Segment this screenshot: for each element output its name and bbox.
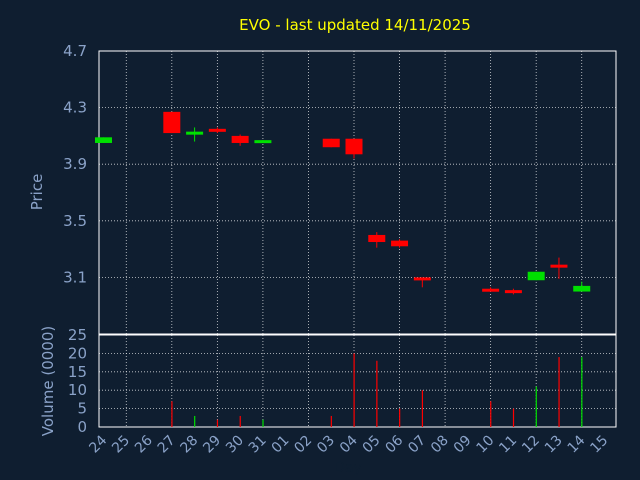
x-axis-label: Day: [334, 460, 362, 476]
candle-body: [231, 135, 249, 143]
candle-body: [482, 288, 500, 292]
price-tick-label: 3.5: [63, 212, 87, 230]
volume-tick-label: 10: [68, 381, 87, 399]
candle-body: [527, 271, 545, 281]
candle-body: [504, 290, 522, 294]
candle-body: [368, 234, 386, 243]
candle-body: [573, 285, 591, 292]
candle-body: [345, 138, 363, 155]
candle-body: [550, 264, 568, 268]
candle-body: [186, 131, 204, 135]
volume-bar: [330, 415, 332, 427]
volume-tick-label: 25: [68, 326, 87, 344]
price-tick-label: 3.9: [63, 155, 87, 173]
volume-tick-label: 20: [68, 344, 87, 362]
volume-tick-label: 15: [68, 363, 87, 381]
candle-body: [391, 240, 409, 247]
volume-bar: [581, 357, 583, 427]
volume-bar: [376, 360, 378, 427]
volume-bar: [490, 401, 492, 427]
candle-body: [95, 137, 112, 143]
x-axis: 2425262728293031010203040506070809101112…: [86, 432, 611, 456]
volume-bar: [194, 415, 196, 427]
volume-panel-frame: [98, 334, 617, 428]
candle-body: [322, 138, 340, 148]
volume-bar: [262, 419, 264, 427]
volume-tick-label: 5: [77, 400, 87, 418]
price-axis-label: Price: [28, 174, 46, 211]
volume-bar: [353, 353, 355, 427]
volume-tick-label: 0: [77, 418, 87, 436]
candle-body: [254, 140, 272, 144]
volume-bar: [399, 408, 401, 427]
volume-bar: [558, 357, 560, 427]
price-tick-label: 4.7: [63, 42, 87, 60]
price-tick-label: 4.3: [63, 99, 87, 117]
volume-axis-label: Volume (0000): [39, 326, 57, 436]
volume-bar: [421, 390, 424, 427]
candle-body: [413, 277, 431, 281]
price-tick-label: 3.1: [63, 268, 87, 286]
volume-bar: [171, 401, 173, 427]
candle-body: [163, 111, 181, 134]
chart-title: EVO - last updated 14/11/2025: [239, 16, 471, 34]
price-panel: 4.7 4.3 3.9 3.5 3.1: [63, 42, 617, 335]
volume-bar: [239, 415, 241, 427]
volume-bar: [216, 419, 219, 427]
volume-bar: [512, 408, 515, 427]
volume-bar: [535, 386, 537, 427]
candle-body: [208, 128, 226, 132]
